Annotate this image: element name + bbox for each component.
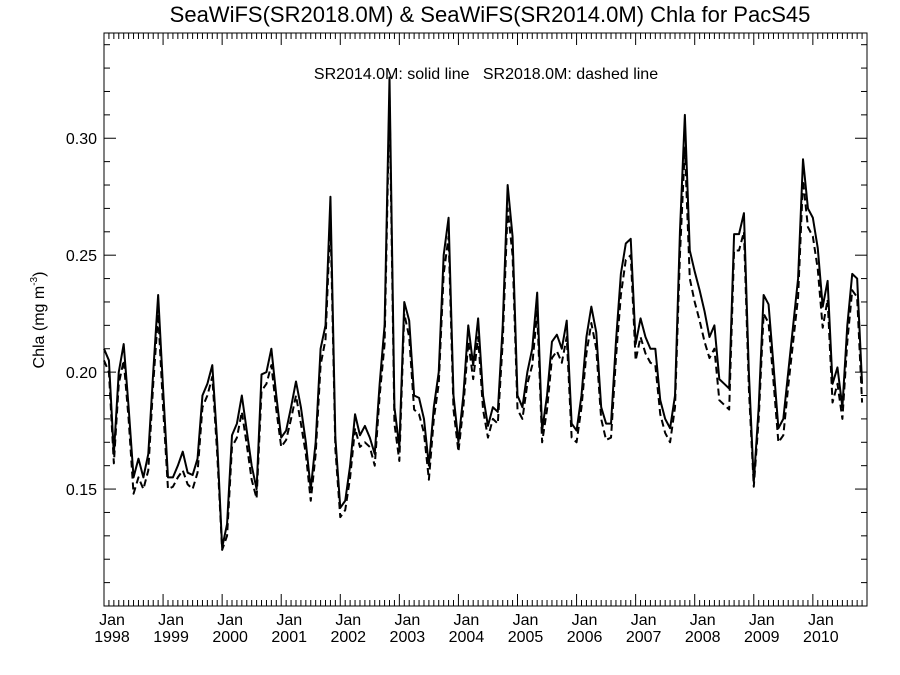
x-tick-label-year: 2002	[330, 629, 366, 646]
series-line-dashed	[103, 95, 864, 551]
x-tick-label-year: 2009	[744, 629, 780, 646]
y-axis-label-base: Chla (mg m	[31, 286, 48, 369]
x-tick-label-month: Jan	[99, 612, 125, 629]
x-tick-label-month: Jan	[454, 612, 480, 629]
x-tick-label-month: Jan	[394, 612, 420, 629]
x-tick-label-year: 1999	[153, 629, 189, 646]
x-tick-label-month: Jan	[335, 612, 361, 629]
x-tick-label-year: 2000	[212, 629, 248, 646]
x-tick-label-month: Jan	[631, 612, 657, 629]
x-axis-ticks: Jan1998Jan1999Jan2000Jan2001Jan2002Jan20…	[94, 33, 868, 646]
chart-title: SeaWiFS(SR2018.0M) & SeaWiFS(SR2014.0M) …	[170, 2, 811, 27]
x-tick-label-month: Jan	[808, 612, 834, 629]
x-tick-label-year: 2010	[803, 629, 839, 646]
y-tick-label: 0.25	[66, 248, 97, 265]
y-axis-label-superscript: -3	[29, 276, 40, 285]
series-legend-annotation: SR2014.0M: solid line SR2018.0M: dashed …	[314, 66, 658, 83]
x-tick-label-month: Jan	[513, 612, 539, 629]
plot-frame	[103, 32, 868, 607]
y-axis-ticks: 0.15 0.20 0.25 0.30	[66, 44, 867, 607]
x-tick-label-month: Jan	[217, 612, 243, 629]
x-tick-label-month: Jan	[276, 612, 302, 629]
x-tick-label-year: 2003	[390, 629, 426, 646]
x-tick-label-year: 2007	[626, 629, 662, 646]
x-tick-label-month: Jan	[158, 612, 184, 629]
x-tick-label-year: 2006	[567, 629, 603, 646]
x-tick-label-year: 2008	[685, 629, 721, 646]
y-axis-label-close: )	[31, 272, 48, 277]
x-tick-label-year: 1998	[94, 629, 130, 646]
x-tick-label-year: 2005	[508, 629, 544, 646]
data-series	[103, 76, 864, 551]
x-tick-label-month: Jan	[572, 612, 598, 629]
x-tick-label-month: Jan	[749, 612, 775, 629]
x-tick-label-month: Jan	[690, 612, 716, 629]
x-tick-label-year: 2001	[271, 629, 307, 646]
x-tick-label-year: 2004	[449, 629, 485, 646]
y-axis-label: Chla (mg m-3)	[29, 272, 48, 369]
y-tick-label: 0.15	[66, 482, 97, 499]
y-tick-label: 0.30	[66, 131, 97, 148]
y-tick-label: 0.20	[66, 365, 97, 382]
